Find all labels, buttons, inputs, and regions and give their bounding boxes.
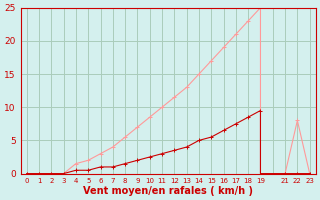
X-axis label: Vent moyen/en rafales ( km/h ): Vent moyen/en rafales ( km/h ) <box>83 186 253 196</box>
